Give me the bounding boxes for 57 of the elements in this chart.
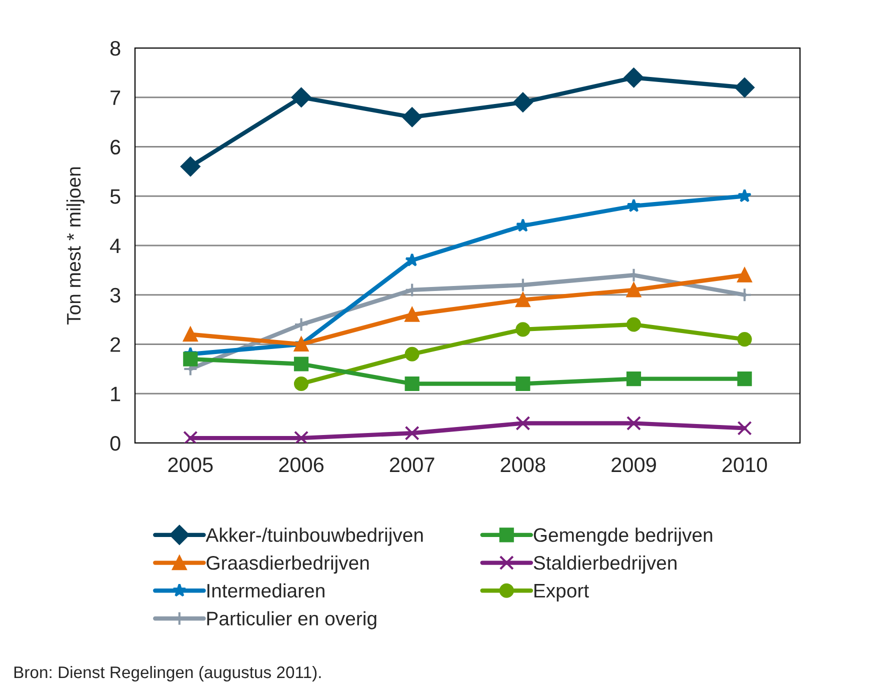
point [626, 282, 642, 298]
point [294, 356, 309, 372]
text: Bron: Dienst Regelingen (augustus 2011). [14, 666, 321, 682]
x-tick-label: 2006 [279, 457, 324, 472]
y-tick-label: 3 [110, 288, 120, 303]
point [404, 376, 420, 392]
x-tick-label: 2009 [612, 457, 656, 472]
point [294, 376, 309, 392]
point [626, 198, 641, 212]
point [516, 218, 530, 232]
point [404, 346, 420, 362]
point [516, 292, 530, 308]
point [624, 68, 644, 88]
point [738, 188, 752, 202]
point [183, 352, 198, 366]
point [183, 430, 198, 443]
point [180, 156, 200, 176]
y-tick-label: 1 [111, 386, 120, 402]
y-tick-label: 6 [110, 140, 120, 155]
x-tick-label: 2010 [722, 457, 767, 472]
y-tick-label: 7 [110, 90, 120, 105]
legend-label: Gemengde bedrijven [534, 528, 712, 546]
point [291, 87, 312, 108]
point [404, 307, 420, 322]
legend-label: Export [534, 584, 589, 602]
point [737, 288, 752, 302]
point [404, 426, 420, 440]
point [737, 268, 752, 282]
point [626, 372, 642, 386]
point [183, 327, 198, 342]
legend-label: Particulier en overig [207, 611, 376, 630]
point [737, 372, 752, 386]
y-tick-label: 5 [110, 189, 120, 204]
point [737, 332, 752, 347]
legend-label: Akker-/tuinbouwbedrijven [206, 528, 423, 546]
legend-label: Graasdierbedrijven [206, 556, 369, 574]
point [516, 376, 530, 392]
point [516, 322, 530, 337]
point [737, 420, 752, 436]
y-tick-label: 0 [110, 436, 120, 451]
point [734, 78, 754, 98]
point [516, 416, 530, 431]
point [402, 107, 422, 128]
point [294, 317, 309, 332]
point [294, 430, 309, 443]
y-tick-label: 8 [110, 41, 120, 56]
legend-label: Intermediaren [207, 583, 324, 598]
x-tick-label: 2005 [168, 457, 213, 472]
point [626, 416, 642, 431]
x-tick-label: 2008 [500, 457, 546, 472]
legend-label: Staldierbedrijven [534, 556, 676, 574]
y-tick-label: 4 [110, 238, 120, 254]
y-tick-label: 2 [110, 337, 120, 352]
point [626, 317, 642, 332]
x-tick-label: 2007 [390, 457, 434, 472]
y-axis-title: Ton mest * miljoen [66, 167, 85, 324]
point [513, 92, 533, 112]
